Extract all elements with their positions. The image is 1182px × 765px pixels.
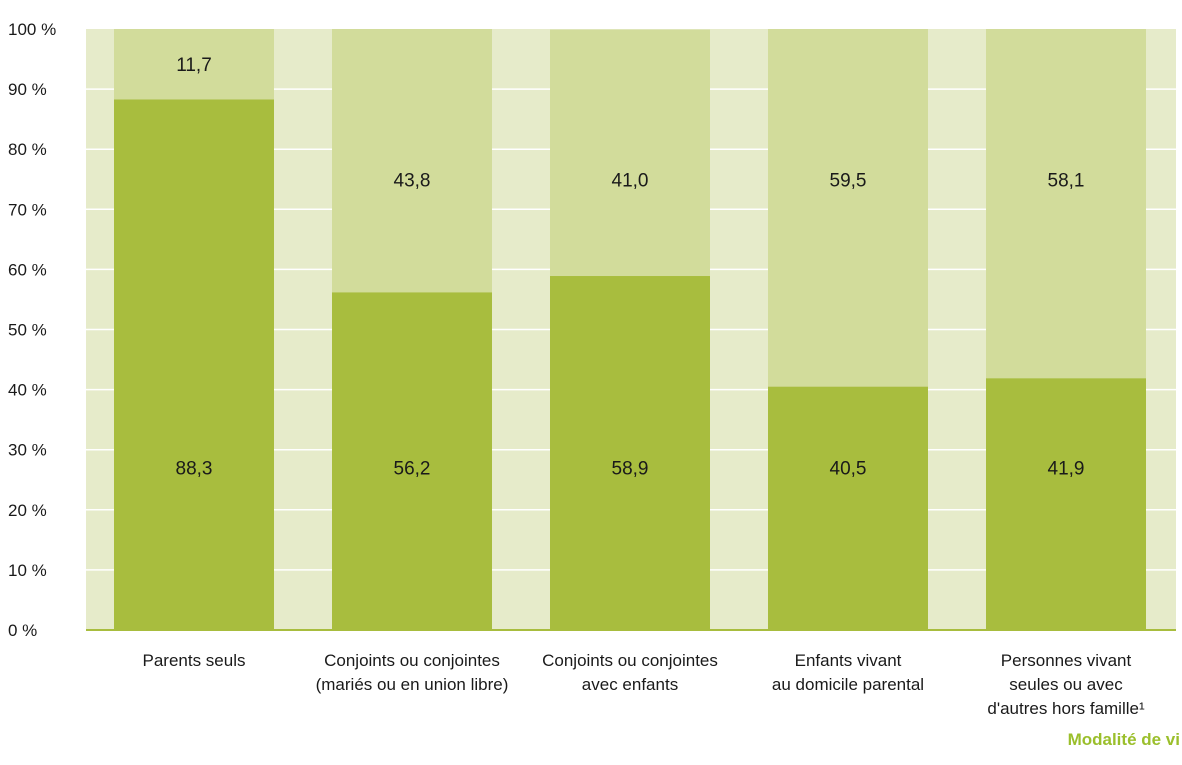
bar-segment — [332, 292, 492, 630]
bar-segment — [768, 29, 928, 387]
y-tick-label: 60 % — [8, 260, 47, 279]
category-label: d'autres hors famille¹ — [987, 699, 1145, 718]
bar-segment — [332, 29, 492, 293]
bar-segment — [986, 378, 1146, 630]
y-tick-label: 90 % — [8, 80, 47, 99]
data-label: 43,8 — [394, 170, 431, 191]
data-label: 41,0 — [612, 170, 649, 191]
data-label: 40,5 — [830, 459, 867, 480]
y-tick-label: 100 % — [8, 20, 56, 39]
data-label: 56,2 — [394, 459, 431, 480]
category-label: avec enfants — [582, 675, 678, 694]
category-label: Enfants vivant — [795, 651, 902, 670]
y-tick-label: 20 % — [8, 501, 47, 520]
bar-segment — [986, 29, 1146, 379]
category-label: Personnes vivant — [1001, 651, 1132, 670]
bar-segment — [114, 99, 274, 630]
category-label: Conjoints ou conjointes — [324, 651, 500, 670]
category-label: seules ou avec — [1009, 675, 1123, 694]
data-label: 11,7 — [176, 55, 212, 76]
data-label: 58,1 — [1048, 170, 1085, 191]
bar-segment — [550, 29, 710, 277]
y-tick-label: 50 % — [8, 321, 47, 340]
bar-segment — [114, 29, 274, 100]
bar-segment — [768, 386, 928, 630]
y-tick-label: 30 % — [8, 441, 47, 460]
y-tick-label: 0 % — [8, 621, 37, 640]
y-tick-label: 10 % — [8, 561, 47, 580]
category-label: au domicile parental — [772, 675, 924, 694]
x-axis-title: Modalité de vi — [1068, 730, 1180, 749]
data-label: 59,5 — [830, 170, 867, 191]
category-label: Parents seuls — [143, 651, 246, 670]
category-label: (mariés ou en union libre) — [316, 675, 509, 694]
data-label: 41,9 — [1048, 459, 1085, 480]
bar-segment — [550, 276, 710, 630]
y-tick-label: 70 % — [8, 200, 47, 219]
y-tick-label: 80 % — [8, 140, 47, 159]
data-label: 88,3 — [176, 459, 213, 480]
category-label: Conjoints ou conjointes — [542, 651, 718, 670]
y-tick-label: 40 % — [8, 381, 47, 400]
data-label: 58,9 — [612, 459, 649, 480]
